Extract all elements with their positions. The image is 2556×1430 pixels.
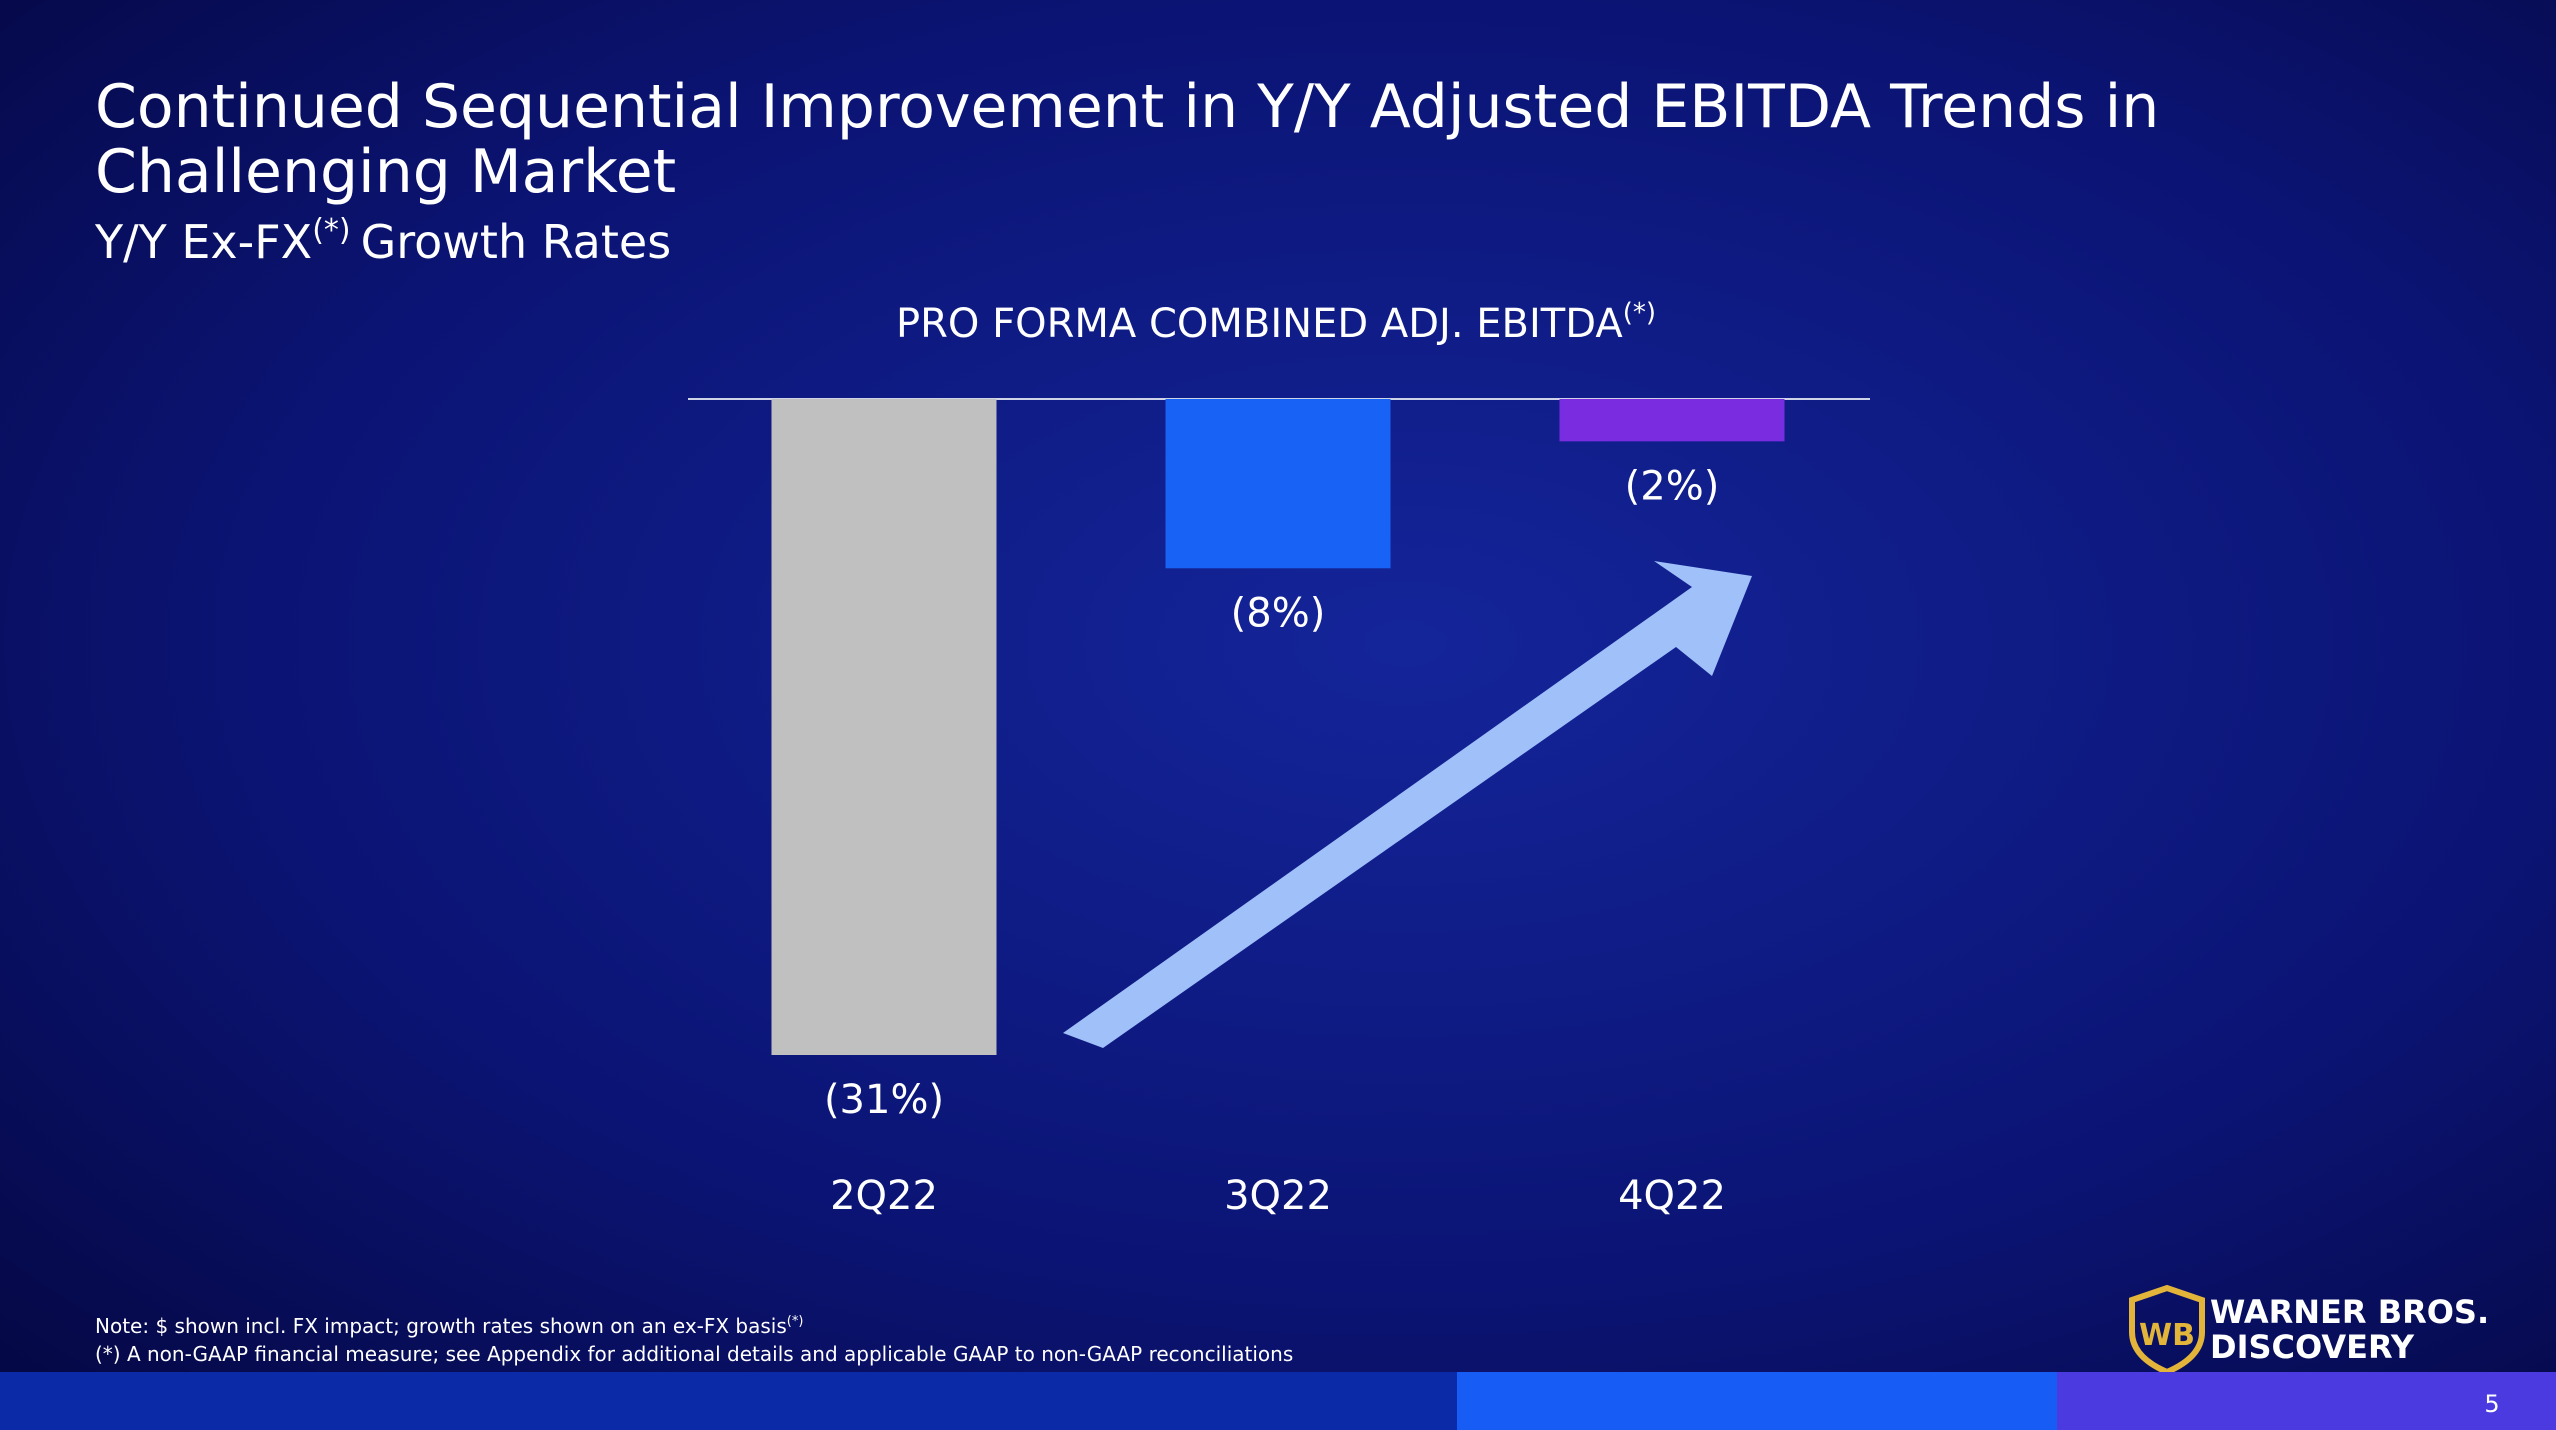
- chart-title-sup: (*): [1623, 298, 1656, 328]
- logo-shield: [2129, 1284, 2205, 1376]
- page-number: 5: [2484, 1390, 2499, 1418]
- bars: (31%) 2Q22 (8%) 3Q22 (2%) 4Q22: [771, 399, 1785, 1219]
- chart-title-main: PRO FORMA COMBINED ADJ. EBITDA: [896, 301, 1623, 347]
- footnote: (*) A non-GAAP financial measure; see Ap…: [95, 1342, 1293, 1366]
- subtitle-rest: Growth Rates: [361, 215, 672, 269]
- value-label: (2%): [1625, 463, 1720, 509]
- x-tick-label: 2Q22: [830, 1173, 938, 1219]
- subtitle-sup: (*): [312, 213, 350, 248]
- logo-line1: WARNER BROS.: [2210, 1293, 2489, 1331]
- value-label: (8%): [1231, 590, 1326, 636]
- x-tick-label: 4Q22: [1618, 1173, 1726, 1219]
- note-main: Note: $ shown incl. FX impact; growth ra…: [95, 1314, 787, 1338]
- trend-arrow: [1063, 561, 1752, 1048]
- bar: [1165, 399, 1391, 569]
- value-label: (31%): [824, 1077, 944, 1123]
- bar: [1559, 399, 1785, 442]
- logo-line2: DISCOVERY: [2210, 1328, 2415, 1366]
- subtitle-main: Y/Y Ex-FX: [94, 215, 312, 269]
- x-tick-label: 3Q22: [1224, 1173, 1332, 1219]
- footer-band-3: [2057, 1372, 2556, 1430]
- logo-wb: WB: [2139, 1318, 2195, 1353]
- chart-title: PRO FORMA COMBINED ADJ. EBITDA(*): [896, 298, 1656, 347]
- note: Note: $ shown incl. FX impact; growth ra…: [95, 1314, 803, 1338]
- note-sup: (*): [787, 1314, 804, 1329]
- title-line2: Challenging Market: [95, 137, 676, 207]
- footer-band-2: [1457, 1372, 2057, 1430]
- subtitle: Y/Y Ex-FX(*) Growth Rates: [94, 213, 671, 269]
- bar: [771, 399, 997, 1055]
- footer-band-1: [0, 1372, 1457, 1430]
- title: Continued Sequential Improvement in Y/Y …: [95, 72, 2159, 142]
